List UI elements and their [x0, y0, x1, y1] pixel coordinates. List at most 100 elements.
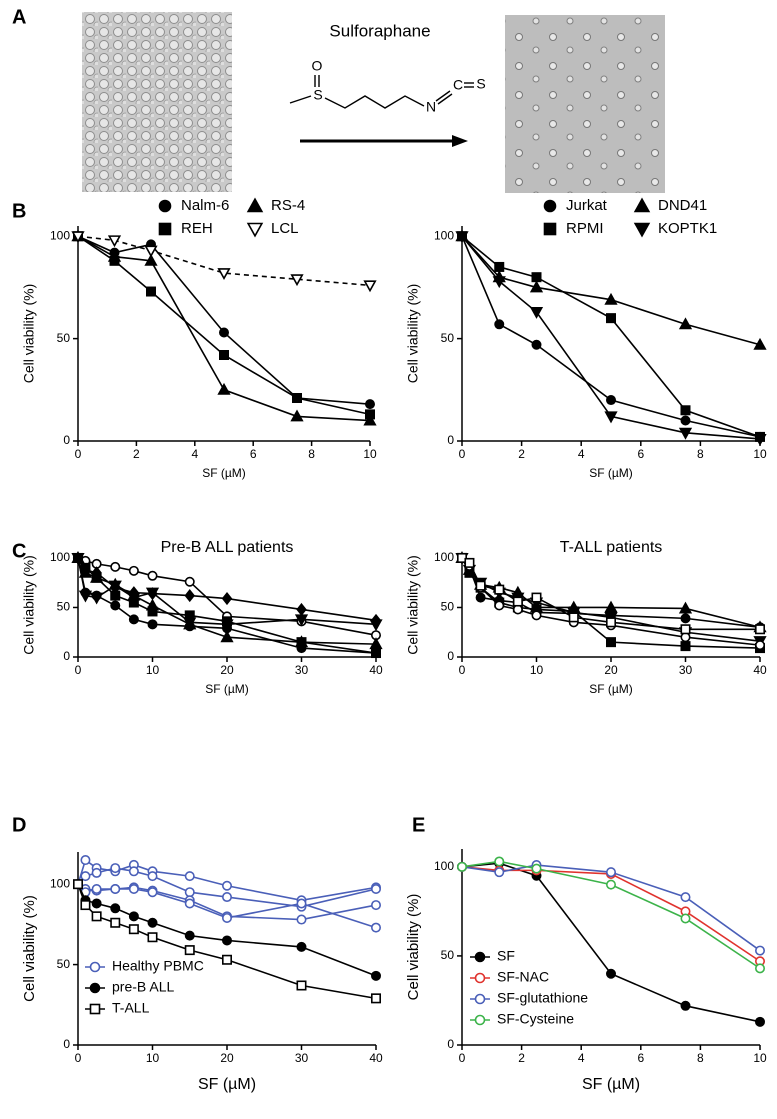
series-line	[77, 235, 371, 287]
marker	[296, 980, 307, 991]
marker	[370, 970, 381, 981]
marker	[370, 900, 381, 911]
legend-label: SF-Cysteine	[497, 1011, 574, 1027]
series-line	[461, 235, 761, 438]
marker	[364, 399, 375, 410]
marker	[220, 630, 234, 643]
marker	[222, 892, 233, 903]
chart: 0 50 100 0 2 4 6 8 10 SF (µM) Cell viability (%) Na…	[21, 197, 377, 480]
series-line	[77, 883, 377, 929]
y-axis-label: Cell viability (%)	[21, 895, 38, 1002]
marker	[474, 972, 486, 984]
atom: O	[312, 58, 323, 74]
legend-label: RPMI	[566, 220, 604, 237]
marker	[604, 292, 618, 305]
series-line	[77, 883, 377, 1000]
marker	[455, 231, 469, 244]
series-line	[77, 867, 377, 908]
marker	[474, 951, 486, 963]
marker	[184, 576, 195, 587]
marker	[633, 197, 651, 213]
marker	[605, 395, 616, 406]
marker	[184, 589, 195, 603]
marker	[568, 612, 579, 623]
atom: S	[313, 87, 322, 103]
marker	[158, 222, 172, 236]
x-tick-label: 6	[637, 1051, 644, 1065]
series-line	[461, 557, 761, 629]
legend-label: pre-B ALL	[112, 979, 174, 995]
x-axis-label: SF (µM)	[589, 466, 633, 480]
marker	[184, 871, 195, 882]
marker	[475, 580, 486, 591]
x-axis-label: SF (µM)	[205, 682, 249, 696]
series-line	[461, 235, 761, 440]
y-tick-label: 0	[447, 649, 454, 663]
series-line	[77, 557, 377, 654]
marker	[296, 914, 307, 925]
y-tick-label: 50	[57, 600, 71, 614]
chart: 0 50 100 0 2 4 6 8 10 SF (µM) Cell viability (%) Ju…	[405, 197, 767, 480]
series-line	[461, 557, 760, 631]
series-line	[77, 557, 377, 626]
marker	[474, 1014, 486, 1026]
x-axis-label: SF (µM)	[589, 682, 633, 696]
marker	[678, 427, 693, 440]
legend-label: SF-NAC	[497, 969, 549, 985]
series-line	[461, 866, 761, 962]
panel-label: A	[12, 6, 26, 28]
marker	[184, 887, 195, 898]
series-line	[461, 862, 761, 1023]
marker	[80, 855, 91, 866]
legend-label: T-ALL	[112, 1000, 150, 1016]
y-tick-label: 0	[63, 1037, 70, 1051]
marker	[363, 413, 377, 426]
marker	[531, 272, 542, 283]
legend-label: Healthy PBMC	[112, 958, 204, 974]
marker	[754, 945, 765, 956]
marker	[370, 648, 381, 659]
marker	[183, 617, 197, 630]
marker	[107, 249, 122, 262]
y-axis-label: Cell viability (%)	[405, 894, 422, 1001]
x-tick-label: 40	[753, 663, 767, 677]
marker	[221, 592, 233, 606]
marker	[494, 600, 505, 611]
marker	[680, 624, 691, 635]
marker	[80, 871, 91, 882]
marker	[89, 1003, 101, 1015]
x-tick-label: 0	[75, 447, 82, 461]
legend-label: SF	[497, 948, 515, 964]
x-tick-label: 8	[697, 447, 704, 461]
marker	[680, 405, 691, 416]
marker	[370, 922, 381, 933]
marker	[633, 222, 651, 238]
marker	[184, 930, 195, 941]
marker	[529, 280, 544, 293]
y-axis-label: Cell viability (%)	[405, 555, 421, 655]
series-line	[461, 557, 761, 646]
marker	[604, 411, 618, 424]
marker	[494, 867, 505, 878]
legend-label: Jurkat	[566, 197, 608, 214]
atom: C	[453, 77, 463, 93]
series-line	[77, 235, 371, 416]
y-axis-label: Cell viability (%)	[405, 284, 421, 384]
x-tick-label: 40	[369, 663, 383, 677]
legend-label: LCL	[271, 220, 299, 237]
structure	[289, 75, 474, 109]
marker	[369, 619, 383, 632]
y-tick-label: 0	[447, 433, 454, 447]
marker	[680, 913, 691, 924]
marker	[110, 600, 121, 611]
y-tick-label: 50	[57, 957, 71, 971]
marker	[91, 911, 102, 922]
marker	[290, 409, 304, 422]
marker	[128, 911, 139, 922]
marker	[475, 592, 486, 603]
x-tick-label: 2	[518, 1051, 525, 1065]
x-axis-label: SF (µM)	[582, 1076, 640, 1093]
marker	[222, 935, 233, 946]
marker	[294, 635, 309, 648]
